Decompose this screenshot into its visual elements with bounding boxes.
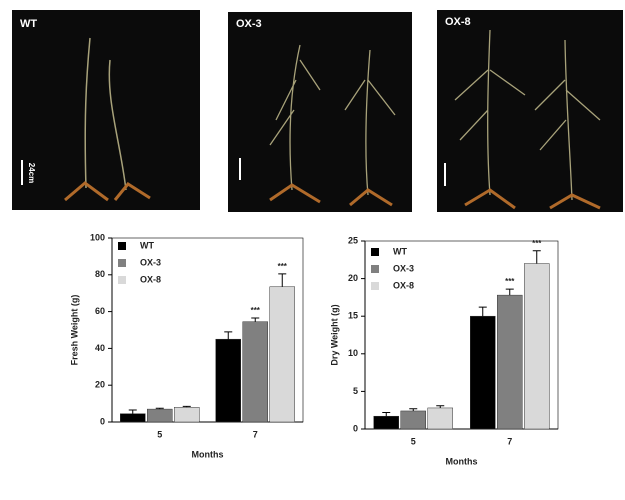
legend-swatch [118, 276, 126, 284]
error-bar [155, 407, 164, 410]
legend-label: OX-8 [140, 274, 161, 284]
x-axis-label: Months [192, 449, 224, 459]
photo-ox8: OX-8 [437, 10, 623, 212]
bar [147, 408, 173, 423]
y-tick-label: 20 [95, 380, 105, 390]
plot-frame [111, 237, 304, 423]
legend-swatch [118, 259, 126, 267]
bar [497, 294, 523, 430]
x-tick-label: 5 [157, 429, 162, 439]
legend-label: OX-8 [393, 280, 414, 290]
bar [120, 413, 146, 423]
significance-label: *** [278, 262, 288, 271]
bar [242, 321, 268, 423]
y-tick-label: 5 [353, 386, 358, 396]
y-tick-label: 10 [348, 348, 358, 358]
y-tick-label: 40 [95, 343, 105, 353]
photo-ox3: OX-3 [228, 12, 412, 212]
legend-swatch [118, 242, 126, 250]
legend-swatch [371, 282, 379, 290]
legend-swatch [371, 265, 379, 273]
y-tick-label: 0 [100, 416, 105, 426]
y-tick-label: 0 [353, 423, 358, 433]
error-bar [478, 306, 487, 317]
error-bar [505, 288, 514, 296]
legend-label: OX-3 [393, 263, 414, 273]
error-bar [251, 317, 260, 322]
error-bar [409, 408, 418, 411]
bar [269, 286, 295, 423]
bar [373, 415, 399, 430]
error-bar [436, 405, 445, 408]
y-tick-label: 100 [90, 232, 105, 242]
bar [470, 315, 496, 430]
bar [427, 407, 453, 430]
x-tick-label: 7 [253, 429, 258, 439]
significance-label: *** [505, 277, 515, 286]
error-bar [224, 331, 233, 340]
photo-label: WT [20, 18, 37, 30]
significance-label: *** [532, 239, 542, 248]
legend-label: WT [140, 240, 154, 250]
legend-swatch [371, 248, 379, 256]
legend-label: WT [393, 246, 407, 256]
photo-label: OX-8 [445, 16, 471, 28]
scale-bar-label: 24cm [27, 163, 36, 183]
y-tick-label: 60 [95, 306, 105, 316]
significance-label: *** [251, 306, 261, 315]
bar [524, 263, 550, 430]
y-tick-label: 25 [348, 235, 358, 245]
bar [400, 410, 426, 430]
x-tick-label: 7 [507, 436, 512, 446]
y-axis-label: Dry Weight (g) [329, 304, 339, 365]
plot-frame [364, 240, 559, 430]
error-bar [382, 411, 391, 417]
photo-wt: WT 24cm [12, 10, 200, 210]
x-tick-label: 5 [411, 436, 416, 446]
error-bar [128, 409, 137, 414]
x-axis-label: Months [446, 456, 478, 466]
error-bar [278, 273, 287, 287]
y-tick-label: 80 [95, 269, 105, 279]
error-bar [182, 405, 191, 408]
y-axis-label: Fresh Weight (g) [69, 295, 79, 366]
photo-label: OX-3 [236, 18, 262, 30]
y-tick-label: 15 [348, 311, 358, 321]
error-bar [532, 250, 541, 264]
bar [215, 338, 241, 423]
bar [174, 407, 200, 423]
legend-label: OX-3 [140, 257, 161, 267]
y-tick-label: 20 [348, 273, 358, 283]
